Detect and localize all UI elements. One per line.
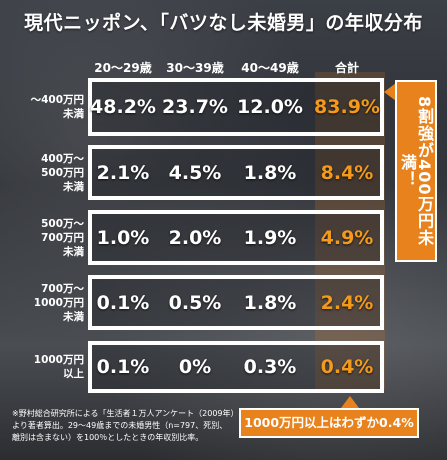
value-cell: 1.9% (243, 226, 297, 249)
footnote-line: ※野村総合研究所による「生活者１万人アンケート（2009年） (12, 409, 239, 418)
row-label: ～400万円未満 (0, 78, 84, 136)
total-column-highlight (315, 72, 385, 389)
footnote-line: 離別は含まない）を100％としたときの年収別比率。 (12, 433, 204, 442)
value-cell: 1.8% (243, 291, 297, 314)
row-label-line: 未満 (63, 245, 84, 258)
total-cell: 83.9% (314, 96, 380, 118)
table-row (88, 145, 384, 200)
value-cell: 0.3% (243, 356, 297, 378)
chart-title: 現代ニッポン、「バツなし未婚男」の年収分布 (24, 12, 423, 34)
row-label-line: 未満 (63, 180, 84, 193)
total-cell: 4.9% (320, 226, 374, 249)
row-label-line: 700万～ (41, 282, 84, 295)
row-label-line: 500万～ (41, 217, 84, 230)
row-label-line: 未満 (63, 310, 84, 323)
callout-arrow-right (384, 83, 396, 101)
row-label: 400万～ 500万円 未満 (0, 145, 84, 200)
row-label-line: 未満 (63, 108, 84, 120)
row-label-line: 1000万円 (33, 354, 84, 366)
row-label-line: 以上 (63, 368, 84, 380)
total-cell: 8.4% (320, 161, 374, 184)
value-cell: 0.1% (96, 356, 150, 378)
value-cell: 48.2% (90, 96, 156, 118)
value-cell: 0.1% (96, 291, 150, 314)
footnote-line: より著者算出。29～49歳までの未婚男性（n=797、死別、 (12, 421, 228, 430)
total-cell: 0.4% (320, 356, 374, 378)
value-cell: 0% (178, 356, 212, 378)
value-cell: 0.5% (168, 291, 222, 314)
callout-1000man: 1000万円以上はわずか0.4% (239, 408, 419, 438)
row-label: 1000万円以上 (0, 341, 84, 393)
row-label-line: ～400万円 (30, 94, 84, 106)
table-row (88, 275, 384, 330)
value-cell: 12.0% (237, 96, 303, 118)
callout-400man: 8割強が400万円未満！ (395, 80, 437, 262)
value-cell: 2.0% (168, 226, 222, 249)
callout-arrow-up (341, 396, 359, 408)
footnote: ※野村総合研究所による「生活者１万人アンケート（2009年） より著者算出。29… (12, 408, 242, 444)
row-label: 500万～ 700万円 未満 (0, 210, 84, 265)
value-cell: 4.5% (168, 161, 222, 184)
row-label: 700万～ 1000万円 未満 (0, 275, 84, 330)
column-header: 合計 (334, 61, 359, 75)
value-cell: 23.7% (162, 96, 228, 118)
value-cell: 2.1% (96, 161, 150, 184)
table-row (88, 341, 384, 393)
column-header: 40～49歳 (241, 61, 299, 75)
value-cell: 1.0% (96, 226, 150, 249)
table-row (88, 78, 384, 136)
row-label-line: 500万円 (41, 166, 84, 179)
row-label-line: 1000万円 (33, 296, 84, 309)
column-header: 20～29歳 (94, 61, 152, 75)
row-label-line: 400万～ (41, 152, 84, 165)
column-header: 30～39歳 (166, 61, 224, 75)
row-label-line: 700万円 (41, 231, 84, 244)
table-row (88, 210, 384, 265)
total-cell: 2.4% (320, 291, 374, 314)
value-cell: 1.8% (243, 161, 297, 184)
